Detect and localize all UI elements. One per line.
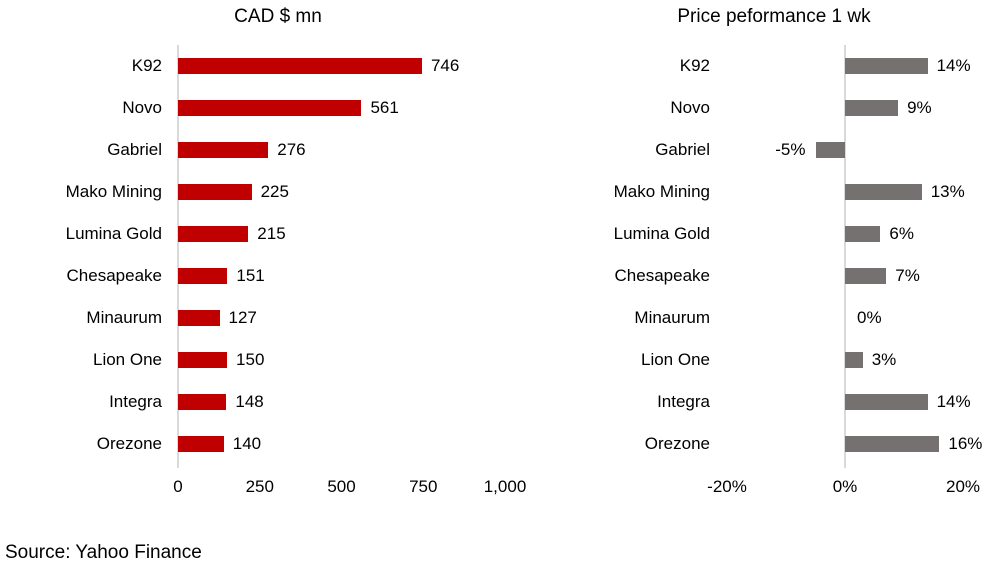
axis-tick-label: 0 (173, 477, 183, 496)
price-performance-chart-title: Price peformance 1 wk (677, 6, 871, 27)
value-label: 150 (236, 350, 265, 369)
category-label: Minaurum (634, 308, 710, 327)
axis-line (177, 45, 179, 468)
bar (178, 142, 269, 158)
bar (178, 226, 249, 242)
bar (815, 142, 845, 158)
value-label: 151 (236, 266, 265, 285)
value-label: 148 (235, 392, 264, 411)
value-label: 14% (936, 392, 971, 411)
category-label: Minaurum (86, 308, 162, 327)
category-label: K92 (679, 56, 710, 75)
category-label: Lumina Gold (613, 224, 710, 243)
bar (178, 58, 422, 74)
value-label: 225 (260, 182, 289, 201)
bar (178, 268, 228, 284)
bar (845, 226, 881, 242)
bar (178, 184, 252, 200)
source-note: Source: Yahoo Finance (5, 542, 202, 563)
axis-line (844, 45, 846, 468)
bar (845, 436, 940, 452)
category-label: Mako Mining (65, 182, 162, 201)
value-label: 127 (228, 308, 257, 327)
value-label: 3% (871, 350, 897, 369)
value-label: 276 (277, 140, 306, 159)
axis-tick-label: 0% (832, 477, 858, 496)
category-label: Orezone (644, 434, 710, 453)
category-label: Lumina Gold (65, 224, 162, 243)
value-label: 746 (430, 56, 460, 75)
axis-tick-label: 1,000 (483, 477, 527, 496)
category-label: Orezone (96, 434, 162, 453)
value-label: -5% (775, 140, 806, 159)
category-label: Chesapeake (66, 266, 162, 285)
category-label: Novo (122, 98, 162, 117)
market-cap-chart-title: CAD $ mn (234, 6, 322, 27)
value-label: 215 (257, 224, 286, 243)
bar (178, 352, 228, 368)
value-label: 13% (930, 182, 965, 201)
value-label: 9% (907, 98, 932, 117)
category-label: Gabriel (655, 140, 710, 159)
bar (178, 310, 220, 326)
value-label: 7% (895, 266, 920, 285)
axis-tick-label: 20% (945, 477, 981, 496)
category-label: Lion One (641, 350, 710, 369)
bar (845, 184, 922, 200)
value-label: 140 (232, 434, 262, 453)
bar (845, 268, 887, 284)
bar (845, 394, 928, 410)
axis-tick-label: 500 (327, 477, 356, 496)
category-label: Lion One (93, 350, 162, 369)
category-label: Novo (670, 98, 710, 117)
value-label: 0% (857, 308, 882, 327)
category-label: Chesapeake (614, 266, 710, 285)
bar (845, 58, 928, 74)
value-label: 16% (948, 434, 983, 453)
value-label: 561 (370, 98, 399, 117)
category-label: Gabriel (107, 140, 162, 159)
value-label: 6% (889, 224, 914, 243)
axis-tick-label: -20% (707, 477, 747, 496)
axis-tick-label: 250 (245, 477, 274, 496)
bar (178, 100, 362, 116)
category-label: Integra (657, 392, 710, 411)
bar (845, 100, 899, 116)
bar (845, 352, 863, 368)
bar (178, 436, 224, 452)
bar (178, 394, 227, 410)
category-label: Integra (109, 392, 162, 411)
value-label: 14% (936, 56, 971, 75)
axis-tick-label: 750 (409, 477, 438, 496)
category-label: Mako Mining (613, 182, 710, 201)
category-label: K92 (131, 56, 162, 75)
